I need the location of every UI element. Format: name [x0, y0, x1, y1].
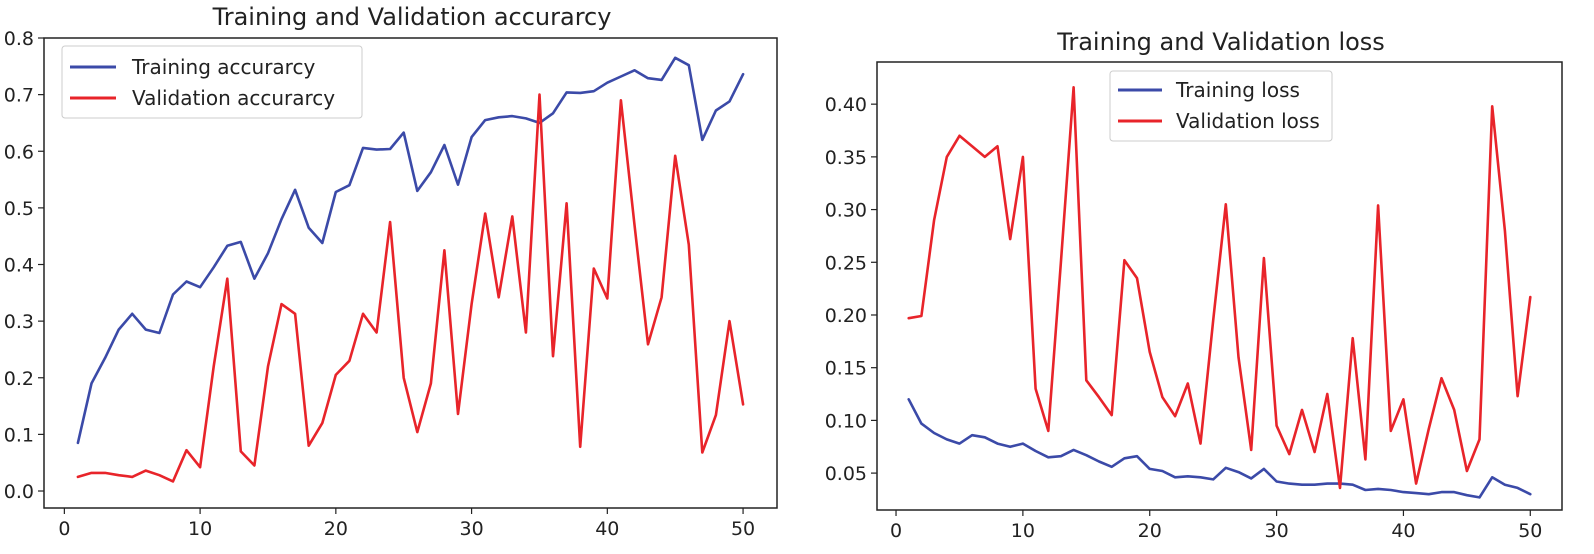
y-tick-label: 0.25 [825, 252, 867, 274]
plot-area [43, 37, 778, 509]
x-tick-label: 0 [890, 520, 902, 542]
x-tick-label: 10 [1011, 520, 1035, 542]
y-tick-label: 0.15 [825, 358, 867, 380]
legend-label-training: Training accurarcy [131, 55, 315, 79]
series-lines [76, 56, 745, 483]
series-line-training [76, 56, 745, 445]
series-line-training [907, 397, 1532, 499]
plot-area [876, 61, 1563, 511]
legend-box [1109, 70, 1333, 142]
y-tick-label: 0.35 [825, 147, 867, 169]
x-tick-label: 30 [459, 518, 483, 540]
x-tick-label: 20 [324, 518, 348, 540]
chart-title: Training and Validation accurarcy [212, 3, 612, 31]
y-tick-label: 0.05 [825, 463, 867, 485]
x-tick-label: 50 [731, 518, 755, 540]
y-tick-label: 0.0 [4, 481, 34, 503]
y-tick-label: 0.5 [4, 198, 34, 220]
legend-label-training: Training loss [1175, 78, 1300, 102]
loss-chart: Training and Validation loss 0 10 20 30 40 50… [825, 28, 1563, 542]
x-tick-label: 0 [58, 518, 70, 540]
legend-box [61, 45, 363, 119]
y-tick-label: 0.4 [4, 255, 34, 277]
series-lines [907, 86, 1532, 499]
y-tick-label: 0.2 [4, 368, 34, 390]
x-tick-label: 40 [595, 518, 619, 540]
y-tick-label: 0.7 [4, 85, 34, 107]
accuracy-chart: Training and Validation accurarcy 0 10 20 3… [4, 3, 778, 540]
y-tick-label: 0.6 [4, 141, 34, 163]
x-tick-label: 40 [1391, 520, 1415, 542]
x-tick-label: 20 [1138, 520, 1162, 542]
series-line-validation [76, 93, 745, 483]
y-tick-label: 0.40 [825, 94, 867, 116]
y-tick-label: 0.30 [825, 200, 867, 222]
y-tick-label: 0.3 [4, 311, 34, 333]
y-tick-label: 0.20 [825, 305, 867, 327]
legend: Training accurarcy Validation accurarcy [61, 45, 363, 119]
x-tick-label: 50 [1518, 520, 1542, 542]
legend: Training loss Validation loss [1109, 70, 1333, 142]
y-tick-label: 0.1 [4, 424, 34, 446]
series-line-validation [907, 86, 1532, 490]
chart-title: Training and Validation loss [1056, 28, 1385, 56]
x-tick-label: 10 [188, 518, 212, 540]
legend-label-validation: Validation loss [1176, 109, 1320, 133]
y-tick-label: 0.8 [4, 28, 34, 50]
axis-ticks: 0 10 20 30 40 50 0.0 0.1 0.2 0.3 0.4 0.5 0.6 0.7 0.8 [4, 28, 755, 540]
axis-ticks: 0 10 20 30 40 50 0.05 0.10 0.15 0.20 0.25 0.30 0.35 0… [825, 94, 1543, 542]
y-tick-label: 0.10 [825, 410, 867, 432]
legend-label-validation: Validation accurarcy [132, 86, 335, 110]
x-tick-label: 30 [1264, 520, 1288, 542]
